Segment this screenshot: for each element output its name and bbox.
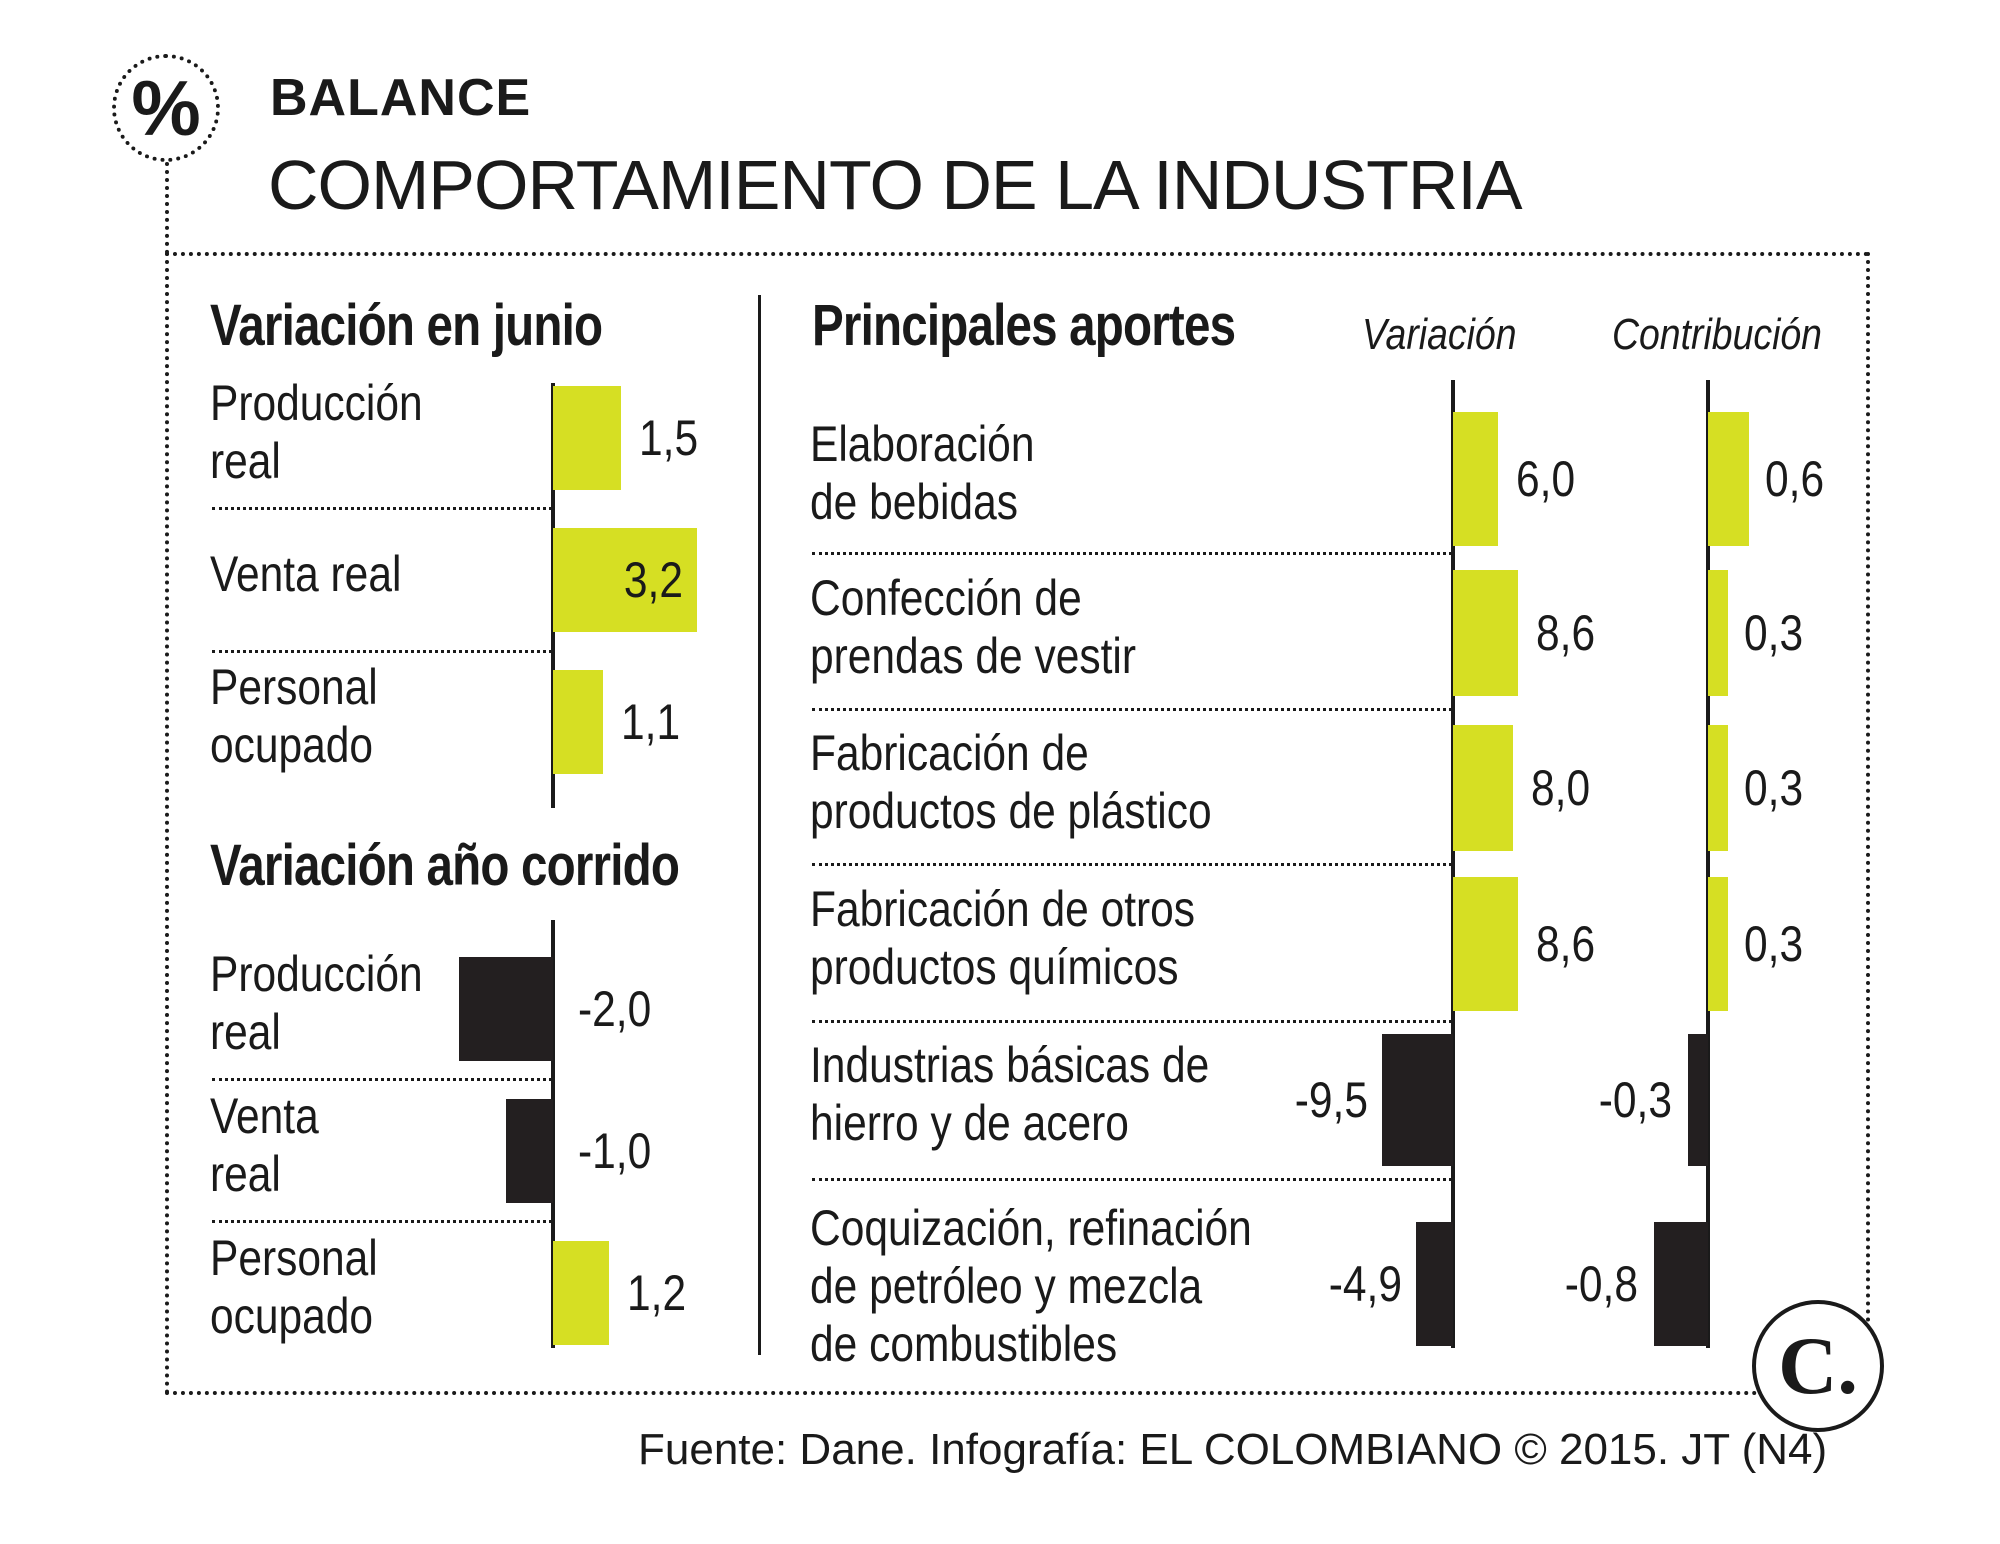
title-variacion-ano-corrido: Variación año corrido: [210, 833, 680, 898]
row-separator: [212, 1078, 552, 1081]
category-label-line: productos químicos: [810, 939, 1179, 995]
category-label: Personal ocupado: [210, 1229, 378, 1345]
data-label: 1,1: [620, 694, 680, 750]
category-label-line: real: [210, 1004, 281, 1060]
category-label-line: hierro y de acero: [810, 1095, 1129, 1151]
bar-contribucion: [1708, 412, 1749, 546]
headline: COMPORTAMIENTO DE LA INDUSTRIA: [268, 146, 1523, 224]
bar-contribucion: [1687, 1034, 1708, 1166]
percent-icon: %: [131, 64, 201, 152]
bar-contribucion: [1708, 725, 1729, 851]
data-label: 3,2: [623, 552, 683, 608]
data-label: 8,0: [1531, 760, 1591, 816]
data-label: 1,2: [627, 1265, 687, 1321]
section-divider: [758, 295, 761, 1355]
category-label-line: Fabricación de: [810, 725, 1089, 781]
category-label-line: de combustibles: [810, 1316, 1118, 1372]
category-label-line: Personal: [210, 659, 378, 715]
leader-line: [165, 162, 169, 254]
category-label: Venta real: [210, 1087, 319, 1203]
category-label: Producción real: [210, 374, 423, 490]
data-label: -1,0: [578, 1123, 652, 1179]
category-label-line: Producción: [210, 375, 423, 431]
data-label: 0,3: [1744, 605, 1804, 661]
category-label-line: Elaboración: [810, 416, 1035, 472]
category-label-line: Industrias básicas de: [810, 1037, 1210, 1093]
row-separator: [812, 863, 1452, 866]
bar-ano-corrido: [553, 1241, 610, 1345]
bar-ano-corrido: [459, 957, 553, 1061]
bar-variacion: [1453, 877, 1518, 1011]
category-label: Fabricación de otros productos químicos: [810, 880, 1195, 996]
data-label: 6,0: [1516, 451, 1576, 507]
category-label: Confección de prendas de vestir: [810, 569, 1136, 685]
category-label: Producción real: [210, 945, 423, 1061]
category-label: Venta real: [210, 545, 401, 603]
data-label: -2,0: [578, 981, 652, 1037]
row-separator: [212, 507, 552, 510]
category-label-line: Coquización, refinación: [810, 1200, 1252, 1256]
category-label-line: productos de plástico: [810, 783, 1212, 839]
axis-contribucion: [1706, 380, 1710, 1348]
category-label-line: de petróleo y mezcla: [810, 1258, 1203, 1314]
data-label: 8,6: [1535, 916, 1595, 972]
axis-variacion: [1451, 380, 1455, 1348]
axis-ano-corrido: [551, 920, 555, 1348]
category-label-line: real: [210, 1146, 281, 1202]
category-label: Fabricación de productos de plástico: [810, 724, 1212, 840]
category-label-line: Confección de: [810, 570, 1082, 626]
bar-ano-corrido: [506, 1099, 553, 1203]
category-label-line: Venta real: [210, 546, 402, 602]
title-principales-aportes: Principales aportes: [812, 293, 1236, 358]
bar-variacion: [1453, 725, 1513, 851]
source-credit: Fuente: Dane. Infografía: EL COLOMBIANO …: [638, 1425, 1828, 1474]
category-label: Coquización, refinación de petróleo y mez…: [810, 1199, 1252, 1373]
category-label: Elaboración de bebidas: [810, 415, 1034, 531]
bar-junio: [553, 670, 603, 774]
el-colombiano-logo: C.: [1752, 1300, 1884, 1432]
kicker: BALANCE: [270, 69, 532, 127]
data-label: 8,6: [1535, 605, 1595, 661]
row-separator: [212, 650, 552, 653]
category-label-line: Fabricación de otros: [810, 881, 1196, 937]
percent-badge: [112, 54, 220, 162]
bar-junio: [553, 528, 697, 632]
row-separator: [212, 1220, 552, 1223]
data-label: 0,3: [1744, 760, 1804, 816]
row-separator: [812, 1020, 1452, 1023]
category-label-line: real: [210, 433, 281, 489]
data-label: -4,9: [1329, 1256, 1403, 1312]
data-label: 0,3: [1744, 916, 1804, 972]
infographic-frame: [165, 252, 1870, 1395]
row-separator: [812, 708, 1452, 711]
bar-contribucion: [1653, 1222, 1708, 1346]
bar-variacion: [1381, 1034, 1453, 1166]
category-label: Industrias básicas de hierro y de acero: [810, 1036, 1209, 1152]
category-label-line: ocupado: [210, 717, 374, 773]
col-header-variacion: Variación: [1362, 310, 1517, 359]
bar-junio: [553, 386, 621, 490]
bar-variacion: [1416, 1222, 1453, 1346]
category-label-line: Venta: [210, 1088, 319, 1144]
bar-variacion: [1453, 412, 1498, 546]
category-label-line: ocupado: [210, 1288, 374, 1344]
data-label: 0,6: [1764, 451, 1824, 507]
category-label-line: Personal: [210, 1230, 378, 1286]
category-label: Personal ocupado: [210, 658, 378, 774]
data-label: -0,8: [1564, 1256, 1638, 1312]
data-label: -9,5: [1294, 1072, 1368, 1128]
category-label-line: de bebidas: [810, 474, 1018, 530]
bar-contribucion: [1708, 877, 1729, 1011]
data-label: -0,3: [1598, 1072, 1672, 1128]
bar-variacion: [1453, 570, 1518, 696]
data-label: 1,5: [638, 410, 698, 466]
category-label-line: prendas de vestir: [810, 628, 1137, 684]
row-separator: [812, 552, 1452, 555]
row-separator: [812, 1178, 1452, 1181]
category-label-line: Producción: [210, 946, 423, 1002]
col-header-contribucion: Contribución: [1612, 310, 1822, 359]
bar-contribucion: [1708, 570, 1729, 696]
title-variacion-junio: Variación en junio: [210, 293, 603, 358]
